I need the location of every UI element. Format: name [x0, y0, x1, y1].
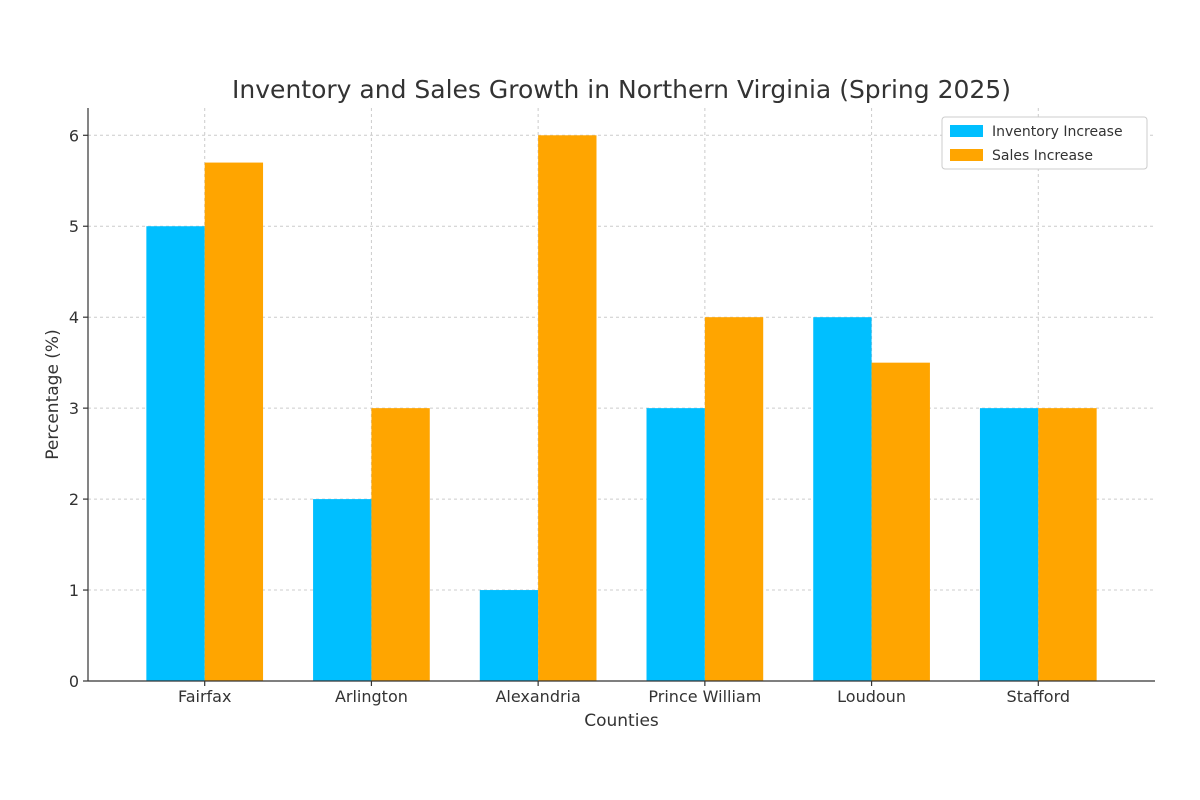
x-tick-label: Stafford	[1007, 687, 1071, 706]
bar-sales-increase-fairfax	[204, 162, 264, 682]
chart-title: Inventory and Sales Growth in Northern V…	[232, 75, 1011, 104]
legend-box	[941, 116, 1148, 170]
bar-inventory-increase-alexandria	[479, 590, 539, 681]
legend-swatch-inventory	[950, 125, 983, 137]
legend-label-sales: Sales Increase	[992, 148, 1093, 164]
y-tick-label: 3	[69, 399, 79, 418]
legend-swatch-sales	[950, 149, 983, 161]
y-tick-label: 4	[69, 308, 79, 327]
legend-label-inventory: Inventory Increase	[992, 124, 1123, 140]
y-axis-ticks: 0 1 2 3 4 5 6	[69, 126, 88, 691]
y-tick-label: 2	[69, 490, 79, 509]
x-tick-label: Prince William	[648, 687, 761, 706]
x-axis-label: Counties	[584, 711, 659, 731]
bar-sales-increase-prince-william	[704, 317, 764, 681]
axes	[87, 108, 1155, 682]
x-tick-label: Alexandria	[495, 687, 580, 706]
x-axis-ticks: Fairfax Arlington Alexandria Prince William…	[178, 681, 1070, 706]
bar-inventory-increase-loudoun	[813, 317, 872, 681]
bar-inventory-increase-prince-william	[646, 408, 705, 681]
y-tick-label: 0	[69, 672, 79, 691]
bars	[146, 135, 1097, 682]
x-tick-label: Arlington	[335, 687, 408, 706]
y-tick-label: 6	[69, 126, 79, 145]
x-tick-label: Fairfax	[178, 687, 231, 706]
x-tick-label: Loudoun	[837, 687, 906, 706]
bar-inventory-increase-fairfax	[146, 226, 205, 681]
legend: Inventory Increase Sales Increase	[941, 116, 1148, 170]
bar-sales-increase-alexandria	[538, 135, 597, 682]
bar-sales-increase-arlington	[371, 408, 430, 681]
bar-sales-increase-stafford	[1038, 408, 1097, 681]
y-tick-label: 1	[69, 581, 79, 600]
y-tick-label: 5	[69, 217, 79, 236]
bar-sales-increase-loudoun	[871, 362, 930, 681]
bar-inventory-increase-stafford	[979, 408, 1039, 681]
bar-inventory-increase-arlington	[313, 499, 372, 681]
y-axis-label: Percentage (%)	[43, 329, 63, 459]
